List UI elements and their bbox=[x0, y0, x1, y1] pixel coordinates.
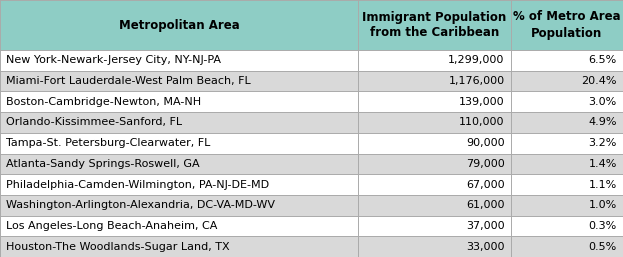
Text: 20.4%: 20.4% bbox=[581, 76, 617, 86]
Bar bbox=[511, 91, 623, 112]
Bar bbox=[0, 174, 358, 195]
Text: Houston-The Woodlands-Sugar Land, TX: Houston-The Woodlands-Sugar Land, TX bbox=[6, 242, 230, 252]
Text: 0.5%: 0.5% bbox=[589, 242, 617, 252]
Text: 1,299,000: 1,299,000 bbox=[449, 55, 505, 65]
Text: 4.9%: 4.9% bbox=[588, 117, 617, 127]
Text: 1,176,000: 1,176,000 bbox=[449, 76, 505, 86]
Text: 67,000: 67,000 bbox=[466, 180, 505, 190]
Bar bbox=[358, 91, 511, 112]
Bar bbox=[0, 195, 358, 216]
Text: 33,000: 33,000 bbox=[466, 242, 505, 252]
Text: 110,000: 110,000 bbox=[459, 117, 505, 127]
Text: Philadelphia-Camden-Wilmington, PA-NJ-DE-MD: Philadelphia-Camden-Wilmington, PA-NJ-DE… bbox=[6, 180, 269, 190]
Bar bbox=[358, 195, 511, 216]
Bar bbox=[511, 133, 623, 153]
Text: Metropolitan Area: Metropolitan Area bbox=[119, 19, 239, 32]
Bar bbox=[511, 236, 623, 257]
Bar bbox=[0, 112, 358, 133]
Bar bbox=[511, 195, 623, 216]
Text: Miami-Fort Lauderdale-West Palm Beach, FL: Miami-Fort Lauderdale-West Palm Beach, F… bbox=[6, 76, 251, 86]
Bar bbox=[0, 50, 358, 71]
Bar bbox=[358, 153, 511, 174]
Text: 0.3%: 0.3% bbox=[589, 221, 617, 231]
Bar bbox=[0, 71, 358, 91]
Text: New York-Newark-Jersey City, NY-NJ-PA: New York-Newark-Jersey City, NY-NJ-PA bbox=[6, 55, 221, 65]
Text: Immigrant Population
from the Caribbean: Immigrant Population from the Caribbean bbox=[363, 11, 506, 40]
Bar bbox=[358, 236, 511, 257]
Bar bbox=[0, 153, 358, 174]
Text: Boston-Cambridge-Newton, MA-NH: Boston-Cambridge-Newton, MA-NH bbox=[6, 97, 201, 107]
Bar bbox=[0, 133, 358, 153]
Text: 1.0%: 1.0% bbox=[589, 200, 617, 210]
Bar bbox=[511, 174, 623, 195]
Text: 1.4%: 1.4% bbox=[588, 159, 617, 169]
Bar bbox=[358, 50, 511, 71]
Bar bbox=[0, 236, 358, 257]
Text: 3.2%: 3.2% bbox=[588, 138, 617, 148]
Bar bbox=[358, 0, 511, 50]
Text: 90,000: 90,000 bbox=[466, 138, 505, 148]
Bar bbox=[511, 71, 623, 91]
Bar bbox=[358, 71, 511, 91]
Text: 139,000: 139,000 bbox=[459, 97, 505, 107]
Bar bbox=[0, 91, 358, 112]
Text: Orlando-Kissimmee-Sanford, FL: Orlando-Kissimmee-Sanford, FL bbox=[6, 117, 183, 127]
Text: Washington-Arlington-Alexandria, DC-VA-MD-WV: Washington-Arlington-Alexandria, DC-VA-M… bbox=[6, 200, 275, 210]
Bar bbox=[511, 153, 623, 174]
Text: 1.1%: 1.1% bbox=[589, 180, 617, 190]
Bar bbox=[358, 112, 511, 133]
Text: Atlanta-Sandy Springs-Roswell, GA: Atlanta-Sandy Springs-Roswell, GA bbox=[6, 159, 200, 169]
Text: % of Metro Area
Population: % of Metro Area Population bbox=[513, 11, 621, 40]
Bar bbox=[0, 216, 358, 236]
Bar bbox=[511, 216, 623, 236]
Text: 61,000: 61,000 bbox=[466, 200, 505, 210]
Text: 37,000: 37,000 bbox=[466, 221, 505, 231]
Bar bbox=[511, 50, 623, 71]
Bar bbox=[0, 0, 358, 50]
Text: Tampa-St. Petersburg-Clearwater, FL: Tampa-St. Petersburg-Clearwater, FL bbox=[6, 138, 211, 148]
Bar bbox=[358, 174, 511, 195]
Bar bbox=[511, 0, 623, 50]
Text: 6.5%: 6.5% bbox=[589, 55, 617, 65]
Bar bbox=[358, 133, 511, 153]
Text: Los Angeles-Long Beach-Anaheim, CA: Los Angeles-Long Beach-Anaheim, CA bbox=[6, 221, 217, 231]
Text: 79,000: 79,000 bbox=[466, 159, 505, 169]
Bar bbox=[511, 112, 623, 133]
Text: 3.0%: 3.0% bbox=[589, 97, 617, 107]
Bar bbox=[358, 216, 511, 236]
